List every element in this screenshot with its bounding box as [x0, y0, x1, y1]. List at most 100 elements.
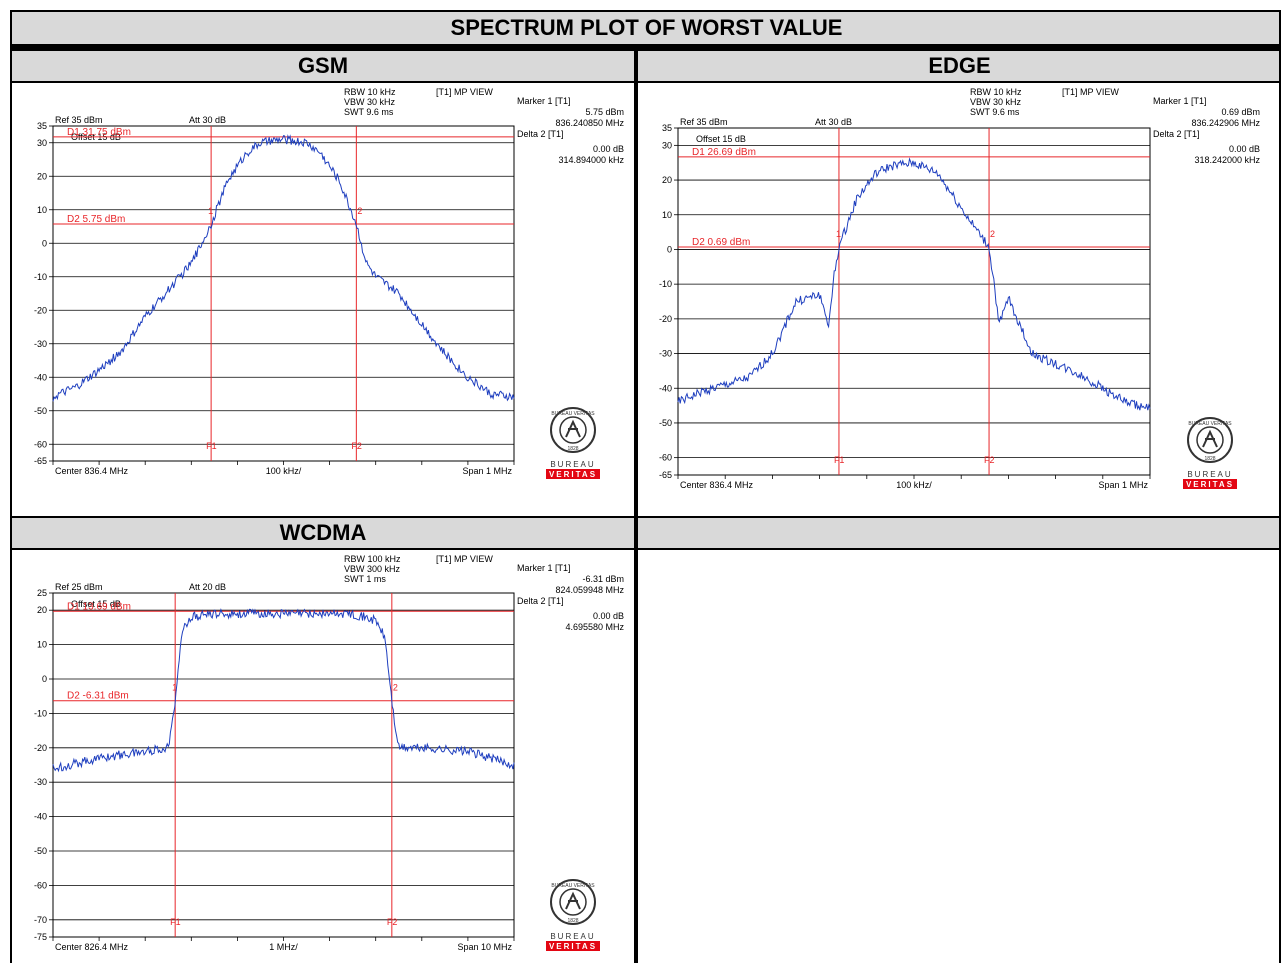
table-title: SPECTRUM PLOT OF WORST VALUE [12, 12, 1281, 44]
logo-arc-text: BUREAU VERITAS [551, 883, 595, 889]
y-tick-label: -10 [659, 279, 672, 289]
header-edge: EDGE [638, 51, 1281, 81]
header-gsm: GSM [12, 51, 634, 81]
y-tick-label: 0 [42, 238, 47, 248]
attenuation-label: Att 30 dB [189, 115, 226, 125]
y-tick-label: -10 [34, 272, 47, 282]
x-center-label: Center 826.4 MHz [55, 942, 129, 952]
logo-year: 1828 [567, 918, 578, 924]
y-tick-label: -60 [659, 453, 672, 463]
marker-number-1: 1 [172, 683, 177, 693]
logo-seal-figure [1202, 429, 1218, 448]
y-tick-label: 10 [662, 210, 672, 220]
frequency-label-f1: F1 [206, 441, 217, 451]
ref-level-label: Ref 25 dBm [55, 582, 103, 592]
ref-level-label: Ref 35 dBm [680, 117, 728, 127]
logo-bottom-word: VERITAS [549, 470, 597, 479]
spectrum-trace [52, 608, 515, 773]
logo-red-band [546, 469, 600, 479]
swt-label: SWT 9.6 ms [344, 107, 394, 117]
offset-label: Offset 15 dB [71, 599, 121, 609]
y-tick-label: 35 [37, 121, 47, 131]
y-tick-label: -65 [34, 456, 47, 466]
delta2-level: 0.00 dB [1229, 144, 1260, 154]
logo-arc-text: BUREAU VERITAS [551, 411, 595, 417]
marker1-frequency: 836.240850 MHz [555, 118, 624, 128]
y-tick-label: 0 [42, 674, 47, 684]
swt-label: SWT 9.6 ms [970, 107, 1020, 117]
logo-top-word: BUREAU [1187, 470, 1232, 479]
y-tick-label: 20 [37, 605, 47, 615]
logo-top-word: BUREAU [550, 932, 595, 941]
y-tick-label: -65 [659, 470, 672, 480]
logo-seal-figure [565, 891, 581, 910]
rbw-label: RBW 10 kHz [970, 87, 1022, 97]
x-division-label: 1 MHz/ [269, 942, 298, 952]
header-empty [638, 518, 1281, 548]
ref-level-label: Ref 35 dBm [55, 115, 103, 125]
table-divider-vertical [634, 51, 638, 963]
y-tick-label: -20 [659, 314, 672, 324]
vbw-label: VBW 30 kHz [970, 97, 1022, 107]
marker-number-2: 2 [990, 229, 995, 239]
delta2-frequency: 4.695580 MHz [565, 622, 624, 632]
y-tick-label: -30 [34, 339, 47, 349]
y-tick-label: -30 [659, 349, 672, 359]
delta2-frequency: 318.242000 kHz [1194, 155, 1260, 165]
logo-year: 1828 [567, 446, 578, 452]
x-span-label: Span 1 MHz [1098, 480, 1148, 490]
x-center-label: Center 836.4 MHz [680, 480, 754, 490]
y-tick-label: -50 [34, 406, 47, 416]
table-border-right [1279, 10, 1281, 963]
vbw-label: VBW 30 kHz [344, 97, 396, 107]
logo-arc-text: BUREAU VERITAS [1188, 421, 1232, 427]
y-tick-label: -70 [34, 915, 47, 925]
offset-label: Offset 15 dB [696, 134, 746, 144]
rbw-label: RBW 100 kHz [344, 554, 401, 564]
logo-bottom-word: VERITAS [549, 942, 597, 951]
table-rule-1 [10, 44, 1281, 51]
view-label: [T1] MP VIEW [436, 87, 493, 97]
x-division-label: 100 kHz/ [896, 480, 932, 490]
d2-label: D2 5.75 dBm [67, 214, 125, 225]
table-border-top [10, 10, 1281, 12]
frequency-label-f1: F1 [834, 455, 845, 465]
y-tick-label: 25 [37, 588, 47, 598]
d1-label: D1 31.75 dBm [67, 127, 131, 138]
y-tick-label: -50 [34, 846, 47, 856]
marker1-frequency: 836.242906 MHz [1191, 118, 1260, 128]
y-tick-label: 30 [37, 138, 47, 148]
y-tick-label: -40 [34, 372, 47, 382]
delta2-label: Delta 2 [T1] [517, 596, 564, 606]
y-tick-label: -10 [34, 708, 47, 718]
d2-label: D2 -6.31 dBm [67, 691, 129, 702]
marker-number-2: 2 [393, 683, 398, 693]
marker1-level: 5.75 dBm [585, 107, 624, 117]
view-label: [T1] MP VIEW [436, 554, 493, 564]
delta2-level: 0.00 dB [593, 144, 624, 154]
view-label: [T1] MP VIEW [1062, 87, 1119, 97]
marker1-level: -6.31 dBm [582, 574, 624, 584]
attenuation-label: Att 30 dB [815, 117, 852, 127]
spectrum-trace [52, 134, 515, 402]
y-tick-label: 30 [662, 140, 672, 150]
y-tick-label: -60 [34, 880, 47, 890]
marker1-label: Marker 1 [T1] [517, 96, 571, 106]
y-tick-label: 0 [667, 244, 672, 254]
frequency-label-f2: F2 [387, 917, 398, 927]
header-wcdma: WCDMA [12, 518, 634, 548]
y-tick-label: 20 [37, 171, 47, 181]
y-tick-label: -40 [659, 383, 672, 393]
marker1-label: Marker 1 [T1] [517, 563, 571, 573]
swt-label: SWT 1 ms [344, 574, 386, 584]
d1-label: D1 13.69 dBm [67, 601, 131, 612]
table-rule-4 [10, 548, 1281, 550]
logo-red-band [1183, 479, 1237, 489]
table-border-left [10, 10, 12, 963]
y-tick-label: -40 [34, 812, 47, 822]
